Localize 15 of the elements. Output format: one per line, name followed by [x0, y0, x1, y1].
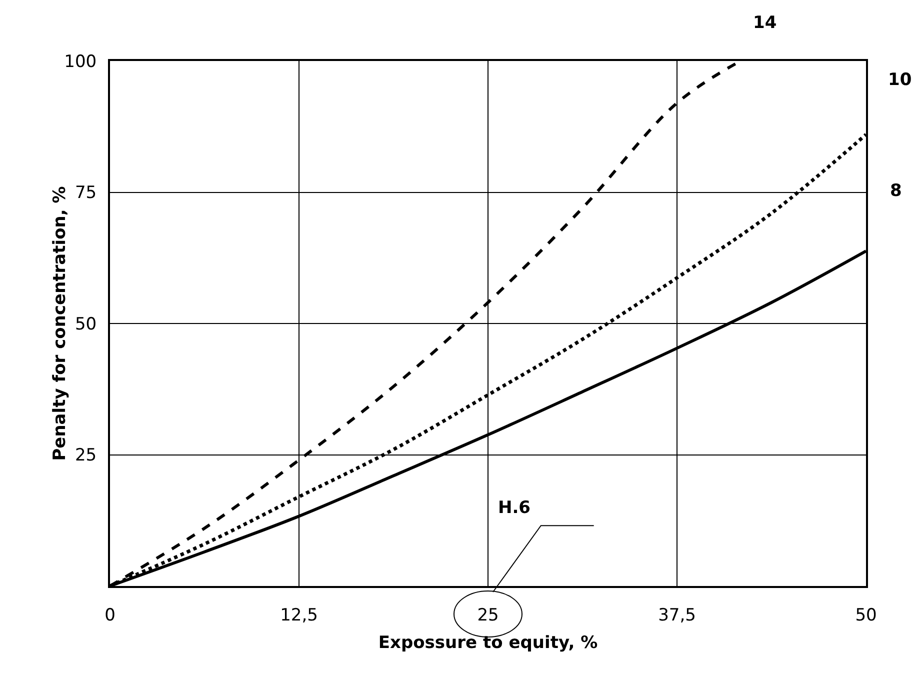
annotation: H.6 — [498, 498, 531, 518]
y-tick-label: 25 — [74, 446, 97, 466]
text: 10 — [888, 70, 912, 90]
series-label: 14 — [753, 13, 777, 33]
x-tick-label: 0 — [104, 605, 116, 626]
y-axis-title: Penalty for concentration, % — [50, 186, 70, 461]
y-tick-label: 100 — [64, 52, 97, 72]
text: 8 — [890, 181, 902, 201]
x-tick-label: 50 — [855, 605, 877, 626]
x-tick-label: 25 — [477, 605, 499, 626]
x-tick-label: 12,5 — [280, 605, 318, 626]
x-axis-title: Expossure to equity, % — [378, 633, 598, 653]
x-tick-label: 37,5 — [658, 605, 696, 626]
y-tick-label: 50 — [74, 314, 97, 334]
y-tick-label: 75 — [74, 183, 97, 204]
